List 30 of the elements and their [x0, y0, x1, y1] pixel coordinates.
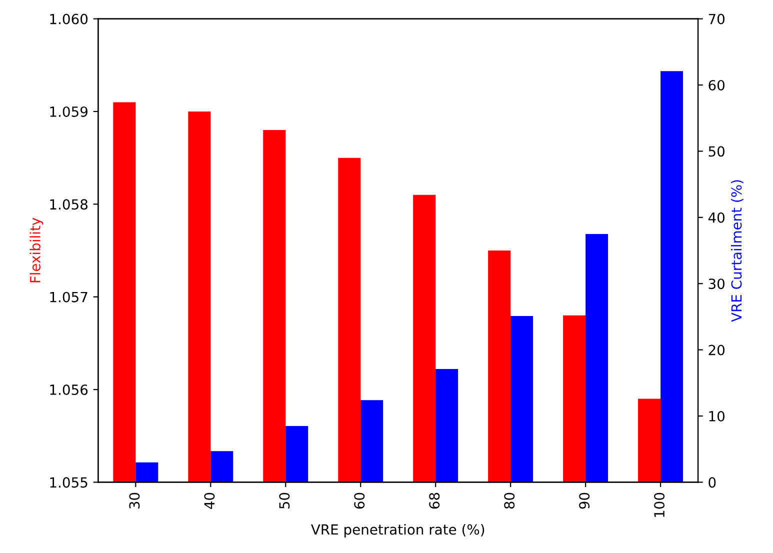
y2-tick-label: 40 [708, 212, 724, 223]
y-tick-label: 1.056 [50, 384, 88, 396]
y2-tick-label: 20 [708, 344, 724, 356]
bar [286, 426, 308, 482]
y2-axis-title: VRE Curtailment (%) [730, 180, 744, 322]
x-tick-label: 100 [654, 492, 665, 517]
x-tick-label: 50 [279, 492, 290, 509]
y2-tick-label: 70 [708, 14, 724, 24]
y-axis-title: Flexibility [30, 218, 44, 282]
bar [210, 451, 234, 482]
bar [660, 71, 684, 482]
y-tick-label: 1.060 [50, 14, 88, 24]
y-tick-label: 1.055 [50, 477, 88, 488]
y2-tick-label: 10 [709, 410, 724, 422]
x-tick-label: 68 [429, 492, 440, 509]
x-tick-label: 30 [129, 492, 140, 509]
x-tick-label: 40 [204, 492, 215, 509]
x-tick-label: 90 [579, 492, 590, 509]
y-tick-label: 1.059 [50, 106, 88, 117]
y2-tick-label: 60 [708, 80, 724, 90]
y2-tick-label: 30 [708, 278, 724, 290]
bar [136, 462, 158, 482]
y2-tick-label: 0 [708, 477, 716, 488]
y-tick-label: 1.057 [50, 292, 88, 302]
y2-tick-label: 50 [708, 146, 724, 157]
x-tick-label: 60 [354, 492, 365, 509]
x-tick-label: 80 [504, 492, 515, 509]
bar [360, 400, 384, 482]
y-tick-label: 1.058 [50, 199, 88, 210]
x-axis-title: VRE penetration rate (%) [311, 524, 484, 538]
